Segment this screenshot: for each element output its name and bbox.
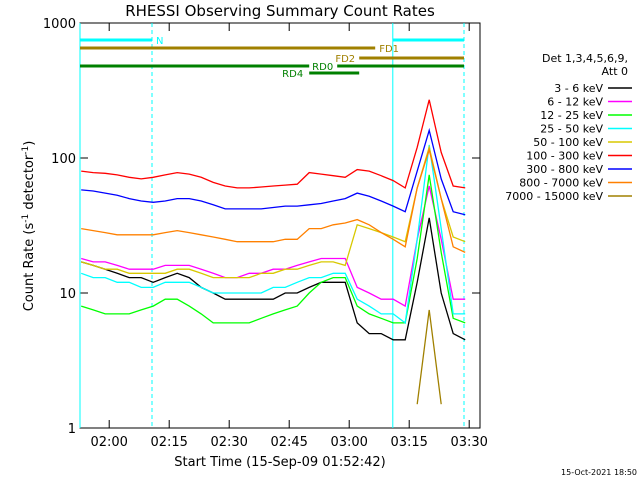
legend-label: 25 - 50 keV xyxy=(540,123,603,136)
y-tick-label: 1 xyxy=(68,422,76,437)
series-line xyxy=(416,309,442,405)
legend-label: 100 - 300 keV xyxy=(526,150,603,163)
series-line xyxy=(81,185,466,308)
x-tick-label: 02:30 xyxy=(210,435,247,450)
series-line xyxy=(81,127,466,216)
legend-label: 6 - 12 keV xyxy=(547,96,603,109)
legend-label: 3 - 6 keV xyxy=(554,82,603,95)
y-axis-label: Count Rate (s-1 detector-1) xyxy=(21,141,37,312)
legend-label: 50 - 100 keV xyxy=(533,136,603,149)
period-label: RD0 xyxy=(312,62,333,73)
series-line xyxy=(81,147,466,253)
x-tick-label: 02:45 xyxy=(270,435,307,450)
series-line xyxy=(81,144,466,279)
series-line xyxy=(81,174,466,324)
legend-header: Att 0 xyxy=(602,65,628,78)
timestamp: 15-Oct-2021 18:50 xyxy=(561,468,637,477)
y-tick-label: 100 xyxy=(51,152,76,167)
legend-label: 300 - 800 keV xyxy=(526,163,603,176)
period-label: FD1 xyxy=(379,44,399,55)
x-tick-label: 03:00 xyxy=(330,435,367,450)
y-label-part: detector xyxy=(22,154,37,214)
period-label: RD4 xyxy=(282,69,303,80)
y-tick-label: 1000 xyxy=(43,17,76,32)
period-label: FD2 xyxy=(335,54,355,65)
legend-label: 12 - 25 keV xyxy=(540,109,603,122)
y-label-part: ) xyxy=(22,141,37,146)
x-axis-label: Start Time (15-Sep-09 01:52:42) xyxy=(174,455,385,470)
legend-header: Det 1,3,4,5,6,9, xyxy=(542,52,628,65)
x-tick-label: 03:30 xyxy=(450,435,487,450)
y-label-part: -1 xyxy=(21,214,31,223)
plot-lines xyxy=(80,99,466,405)
y-label-part: -1 xyxy=(21,146,31,155)
x-tick-label: 02:15 xyxy=(150,435,187,450)
y-tick-label: 10 xyxy=(59,287,76,302)
series-line xyxy=(80,144,466,325)
chart-title: RHESSI Observing Summary Count Rates xyxy=(125,2,435,20)
x-tick-label: 02:00 xyxy=(90,435,127,450)
legend-label: 7000 - 15000 keV xyxy=(505,190,603,203)
legend-label: 800 - 7000 keV xyxy=(519,177,603,190)
series-line xyxy=(81,217,466,341)
y-label-part: Count Rate (s xyxy=(22,223,37,312)
x-tick-label: 03:15 xyxy=(390,435,427,450)
series-line xyxy=(81,99,466,189)
period-label: N xyxy=(156,36,163,47)
